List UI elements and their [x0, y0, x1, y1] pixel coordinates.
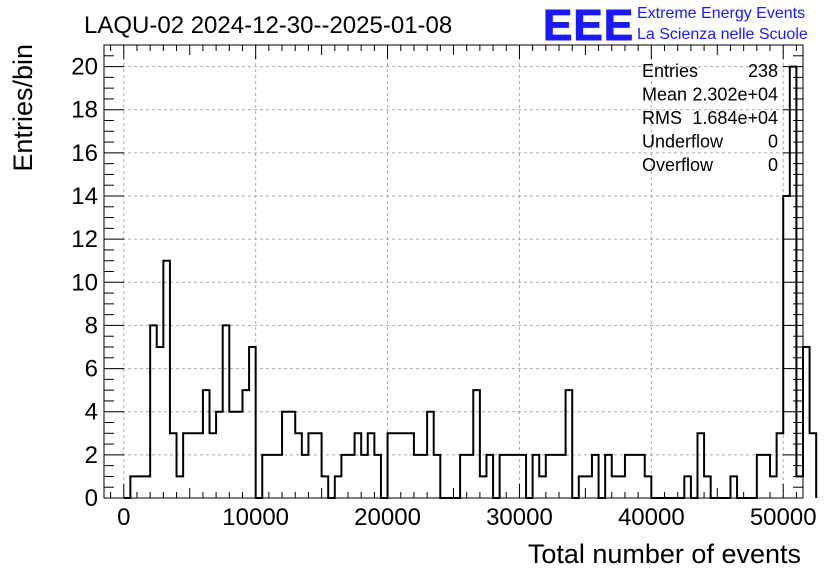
eee-logo-line2: La Scienza nelle Scuole — [637, 26, 808, 43]
y-tick-label: 16 — [71, 140, 98, 167]
x-ticks: 0 10000 20000 30000 40000 50000 — [110, 45, 817, 531]
y-tick-label: 8 — [85, 312, 98, 339]
stats-value: 0 — [768, 132, 778, 152]
y-tick-label: 6 — [85, 356, 98, 383]
x-tick-label: 30000 — [486, 504, 553, 531]
stats-box: Entries 238 Mean 2.302e+04 RMS 1.684e+04 Under… — [642, 61, 778, 175]
stats-label: Mean — [642, 85, 687, 105]
x-tick-label: 0 — [117, 504, 130, 531]
chart-title: LAQU-02 2024-12-30--2025-01-08 — [84, 12, 452, 39]
y-tick-label: 10 — [71, 269, 98, 296]
x-axis-label: Total number of events — [528, 539, 801, 569]
stats-value: 238 — [748, 61, 778, 81]
plot-frame — [103, 44, 804, 499]
stats-value: 1.684e+04 — [692, 108, 778, 128]
stats-value: 2.302e+04 — [692, 85, 778, 105]
y-tick-label: 20 — [71, 54, 98, 81]
x-tick-label: 10000 — [222, 504, 289, 531]
stats-label: Entries — [642, 61, 698, 81]
x-tick-label: 40000 — [618, 504, 685, 531]
y-ticks: 0 2 4 6 8 10 12 14 16 18 20 — [71, 54, 803, 512]
stats-value: 0 — [768, 155, 778, 175]
y-tick-label: 12 — [71, 226, 98, 253]
stats-label: RMS — [642, 108, 682, 128]
y-tick-label: 2 — [85, 442, 98, 469]
histogram-line — [123, 65, 818, 499]
eee-logo-line1: Extreme Energy Events — [637, 5, 805, 22]
eee-logo: EEE Extreme Energy Events La Scienza nel… — [543, 1, 808, 51]
stats-label: Overflow — [642, 155, 714, 175]
eee-logo-mark: EEE — [543, 1, 634, 50]
y-tick-label: 14 — [71, 183, 98, 210]
y-tick-label: 4 — [85, 399, 98, 426]
stats-label: Underflow — [642, 132, 724, 152]
y-axis-label: Entries/bin — [8, 44, 38, 172]
x-tick-label: 50000 — [750, 504, 817, 531]
y-tick-label: 18 — [71, 97, 98, 124]
y-tick-label: 0 — [85, 485, 98, 512]
x-tick-label: 20000 — [354, 504, 421, 531]
